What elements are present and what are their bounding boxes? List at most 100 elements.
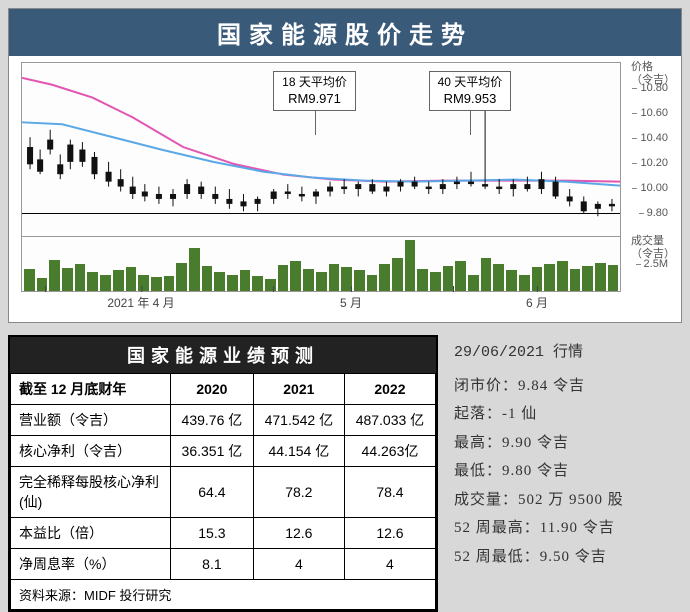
ma-callout: 18 天平均价RM9.971 — [273, 71, 356, 111]
volume-bar — [570, 269, 581, 291]
volume-bar — [49, 260, 60, 291]
baseline — [22, 213, 620, 214]
volume-bar — [417, 269, 428, 291]
x-tick-label: 6 月 — [526, 294, 548, 311]
row-value: 12.6 — [344, 518, 435, 549]
table-title: 国家能源业绩预测 — [10, 337, 436, 373]
volume-bar — [252, 276, 263, 291]
quote-line: 闭市价：9.84 令吉 — [454, 372, 624, 401]
table-row: 本益比（倍）15.312.612.6 — [11, 518, 436, 549]
volume-bar — [227, 275, 238, 291]
volume-bar — [405, 240, 416, 291]
x-tick-mark — [453, 286, 454, 292]
row-value: 78.2 — [253, 467, 344, 518]
quote-panel: 29/06/2021 行情 闭市价：9.84 令吉起落：-1 仙最高：9.90 … — [454, 335, 624, 571]
year-col: 2020 — [171, 374, 254, 405]
price-tick: 10.00 — [640, 182, 668, 194]
row-value: 4 — [253, 549, 344, 580]
volume-bar — [202, 266, 213, 291]
volume-bar — [189, 248, 200, 291]
volume-bar — [316, 272, 327, 291]
volume-bar — [329, 264, 340, 291]
table-row: 核心净利（令吉）36.351 亿44.154 亿44.263亿 — [11, 436, 436, 467]
volume-bar — [240, 270, 251, 291]
ma-callout: 40 天平均价RM9.953 — [429, 71, 512, 111]
x-tick-mark — [45, 286, 46, 292]
forecast-table-panel: 国家能源业绩预测 截至 12 月底财年202020212022 营业额（令吉）4… — [8, 335, 438, 612]
volume-bar — [75, 264, 86, 291]
quote-line: 52 周最高：11.90 令吉 — [454, 514, 624, 543]
row-value: 44.154 亿 — [253, 436, 344, 467]
price-tick: 9.80 — [647, 207, 668, 219]
price-tick: 10.40 — [640, 132, 668, 144]
volume-bar — [608, 265, 619, 291]
row-label: 营业额（令吉） — [11, 405, 171, 436]
table-row: 净周息率（%）8.144 — [11, 549, 436, 580]
price-chart: 价格（令吉） 10.8010.6010.4010.2010.009.80 18 … — [21, 62, 621, 237]
volume-bar — [468, 275, 479, 291]
chart-body: 价格（令吉） 10.8010.6010.4010.2010.009.80 18 … — [9, 56, 681, 322]
volume-bar — [443, 266, 454, 291]
volume-bar — [164, 276, 175, 291]
volume-bar — [278, 265, 289, 291]
volume-bar — [126, 267, 137, 291]
x-tick-label: 5 月 — [340, 294, 362, 311]
row-value: 36.351 亿 — [171, 436, 254, 467]
row-label: 净周息率（%） — [11, 549, 171, 580]
volume-bar — [176, 263, 187, 291]
row-value: 64.4 — [171, 467, 254, 518]
volume-bar — [303, 269, 314, 291]
volume-bar — [87, 272, 98, 291]
volume-bar — [265, 279, 276, 291]
volume-bar — [151, 277, 162, 291]
table-row: 营业额（令吉）439.76 亿471.542 亿487.033 亿 — [11, 405, 436, 436]
volume-bar — [379, 264, 390, 291]
table-row: 完全稀释每股核心净利(仙)64.478.278.4 — [11, 467, 436, 518]
row-label: 完全稀释每股核心净利(仙) — [11, 467, 171, 518]
quote-line: 成交量：502 万 9500 股 — [454, 486, 624, 515]
volume-bar — [557, 261, 568, 291]
volume-chart: 成交量（令吉） 2.5M — [21, 237, 621, 292]
row-label: 核心净利（令吉） — [11, 436, 171, 467]
x-tick-mark — [273, 286, 274, 292]
volume-bar — [290, 261, 301, 291]
volume-bar — [100, 275, 111, 291]
volume-bar — [62, 268, 73, 291]
volume-bar — [392, 258, 403, 291]
volume-bar — [214, 272, 225, 291]
volume-tick: 2.5M — [644, 258, 668, 270]
row-value: 15.3 — [171, 518, 254, 549]
row-value: 12.6 — [253, 518, 344, 549]
volume-bar — [24, 269, 35, 291]
price-tick: 10.60 — [640, 107, 668, 119]
row-value: 4 — [344, 549, 435, 580]
volume-bar — [481, 258, 492, 291]
volume-bar — [595, 263, 606, 291]
row-value: 8.1 — [171, 549, 254, 580]
row-value: 78.4 — [344, 467, 435, 518]
row-value: 44.263亿 — [344, 436, 435, 467]
row-value: 439.76 亿 — [171, 405, 254, 436]
year-col: 2022 — [344, 374, 435, 405]
row-header-col: 截至 12 月底财年 — [11, 374, 171, 405]
volume-bar — [506, 270, 517, 291]
forecast-table: 截至 12 月底财年202020212022 营业额（令吉）439.76 亿47… — [10, 373, 436, 610]
table-footer: 资料来源：MIDF 投行研究 — [11, 580, 436, 610]
volume-bar — [113, 270, 124, 291]
volume-bar — [582, 266, 593, 291]
quote-line: 最低：9.80 令吉 — [454, 457, 624, 486]
volume-bar — [367, 275, 378, 291]
x-axis: 2021 年 4 月 5 月 6 月 — [21, 292, 621, 316]
price-tick: 10.20 — [640, 157, 668, 169]
volume-bar — [493, 264, 504, 291]
stock-chart-panel: 国家能源股价走势 价格（令吉） 10.8010.6010.4010.2010.0… — [8, 8, 682, 323]
row-value: 487.033 亿 — [344, 405, 435, 436]
bottom-row: 国家能源业绩预测 截至 12 月底财年202020212022 营业额（令吉）4… — [8, 335, 682, 612]
volume-bar — [138, 275, 149, 291]
row-label: 本益比（倍） — [11, 518, 171, 549]
year-col: 2021 — [253, 374, 344, 405]
x-tick-label: 2021 年 4 月 — [107, 294, 174, 311]
quote-line: 52 周最低：9.50 令吉 — [454, 543, 624, 572]
chart-title: 国家能源股价走势 — [9, 9, 681, 56]
volume-bar — [455, 261, 466, 291]
